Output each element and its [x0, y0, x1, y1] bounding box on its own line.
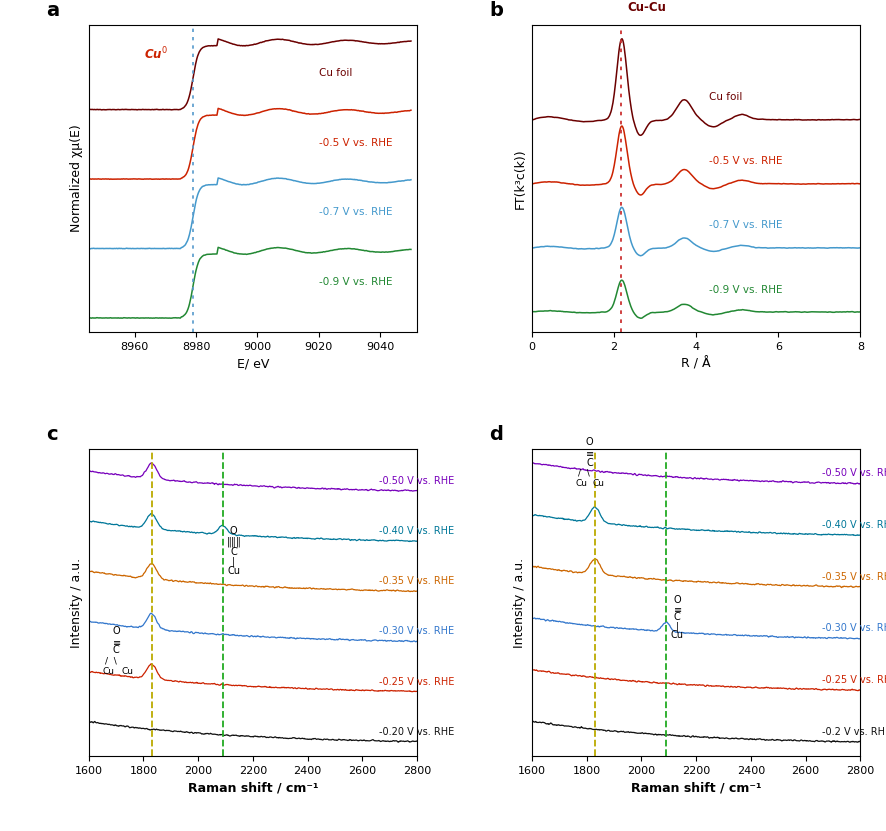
Text: -0.35 V vs. RHE: -0.35 V vs. RHE [821, 572, 886, 582]
Text: $\equiv$: $\equiv$ [111, 637, 121, 647]
Text: C: C [113, 645, 120, 655]
Y-axis label: Normalized χμ(E): Normalized χμ(E) [70, 125, 83, 233]
Text: -0.30 V vs. RHE: -0.30 V vs. RHE [378, 627, 454, 637]
Text: O
$\equiv$
C
|
Cu: O $\equiv$ C | Cu [670, 595, 683, 641]
Text: d: d [489, 425, 502, 444]
Text: Cu foil: Cu foil [318, 68, 352, 78]
Text: -0.9 V vs. RHE: -0.9 V vs. RHE [708, 284, 781, 294]
X-axis label: E/ eV: E/ eV [237, 357, 268, 371]
Y-axis label: FT(k³c(k)): FT(k³c(k)) [513, 148, 526, 209]
Text: -0.25 V vs. RHE: -0.25 V vs. RHE [821, 675, 886, 685]
Text: O: O [585, 437, 593, 447]
Text: Cu: Cu [575, 479, 587, 488]
X-axis label: Raman shift / cm⁻¹: Raman shift / cm⁻¹ [630, 781, 760, 794]
Y-axis label: Intensity / a.u.: Intensity / a.u. [70, 558, 83, 647]
Text: -0.25 V vs. RHE: -0.25 V vs. RHE [378, 676, 454, 686]
Text: Cu: Cu [102, 667, 114, 676]
Text: Cu-Cu: Cu-Cu [626, 1, 665, 14]
Text: -0.7 V vs. RHE: -0.7 V vs. RHE [318, 208, 392, 218]
Text: -0.40 V vs. RHE: -0.40 V vs. RHE [821, 520, 886, 530]
X-axis label: Raman shift / cm⁻¹: Raman shift / cm⁻¹ [188, 781, 318, 794]
Text: Cu: Cu [121, 667, 134, 676]
Text: Cu: Cu [592, 479, 603, 488]
Text: -0.2 V vs. RHE: -0.2 V vs. RHE [821, 727, 886, 737]
Text: -0.5 V vs. RHE: -0.5 V vs. RHE [318, 138, 392, 148]
Text: c: c [46, 425, 58, 444]
Text: -0.7 V vs. RHE: -0.7 V vs. RHE [708, 220, 781, 230]
Text: O: O [113, 626, 120, 636]
Text: C: C [586, 458, 592, 468]
Y-axis label: Intensity / a.u.: Intensity / a.u. [513, 558, 526, 647]
X-axis label: R / Å: R / Å [680, 357, 711, 371]
Text: -0.20 V vs. RHE: -0.20 V vs. RHE [378, 726, 454, 736]
Text: a: a [46, 1, 59, 20]
Text: -0.50 V vs. RHE: -0.50 V vs. RHE [378, 476, 454, 486]
Text: Cu$^0$: Cu$^0$ [144, 46, 167, 62]
Text: -0.50 V vs. RHE: -0.50 V vs. RHE [821, 469, 886, 479]
Text: /  \: / \ [578, 469, 589, 478]
Text: O
$\|$$\|$$\|$
C
|
Cu: O $\|$$\|$$\|$ C | Cu [226, 526, 241, 576]
Text: b: b [489, 1, 502, 20]
Text: -0.35 V vs. RHE: -0.35 V vs. RHE [378, 576, 454, 586]
Text: -0.30 V vs. RHE: -0.30 V vs. RHE [821, 623, 886, 633]
Text: -0.5 V vs. RHE: -0.5 V vs. RHE [708, 156, 781, 166]
Text: $\equiv$: $\equiv$ [583, 448, 595, 458]
Text: /  \: / \ [105, 657, 116, 666]
Text: -0.9 V vs. RHE: -0.9 V vs. RHE [318, 277, 392, 287]
Text: Cu foil: Cu foil [708, 92, 741, 102]
Text: -0.40 V vs. RHE: -0.40 V vs. RHE [378, 526, 454, 536]
